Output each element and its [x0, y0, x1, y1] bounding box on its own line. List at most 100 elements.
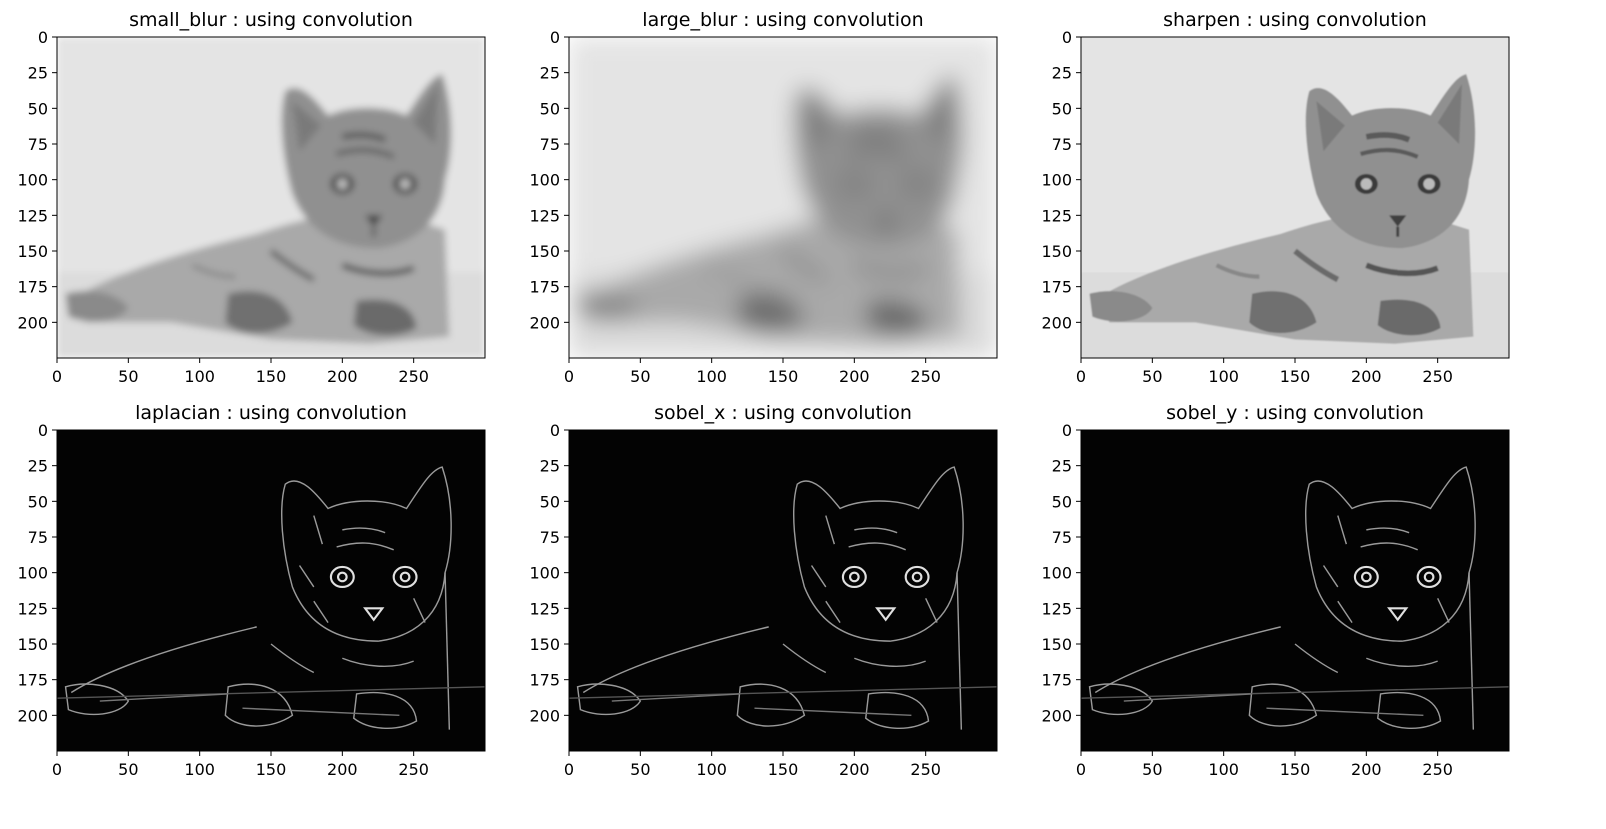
y-tick-label: 125	[529, 599, 560, 618]
y-tick-label: 50	[28, 492, 48, 511]
y-tick-label: 25	[28, 64, 48, 83]
y-tick-label: 100	[529, 171, 560, 190]
x-tick-label: 150	[768, 367, 799, 386]
x-tick-label: 200	[327, 760, 358, 779]
panel-sobel-y: sobel_y : using convolution 0 25 50 75 100 125…	[1041, 402, 1510, 779]
y-tick-label: 100	[1041, 171, 1072, 190]
y-tick-label: 200	[1041, 313, 1072, 332]
y-tick-label: 175	[529, 671, 560, 690]
x-tick-label: 0	[564, 760, 574, 779]
x-tick-label: 50	[118, 760, 138, 779]
panel-title: large_blur : using convolution	[642, 9, 923, 31]
y-tick-label: 200	[1041, 706, 1072, 725]
x-tick-label: 0	[1076, 760, 1086, 779]
y-tick-label: 100	[1041, 564, 1072, 583]
x-tick-label: 150	[256, 367, 287, 386]
y-tick-label: 175	[529, 278, 560, 297]
y-tick-label: 0	[38, 421, 48, 440]
x-tick-label: 250	[910, 760, 941, 779]
y-tick-label: 175	[17, 278, 48, 297]
y-tick-label: 0	[550, 421, 560, 440]
y-tick-label: 200	[17, 706, 48, 725]
y-tick-label: 125	[17, 206, 48, 225]
x-tick-label: 250	[398, 367, 429, 386]
y-tick-label: 0	[38, 28, 48, 47]
y-tick-label: 150	[17, 242, 48, 261]
x-tick-label: 250	[398, 760, 429, 779]
y-tick-label: 175	[1041, 671, 1072, 690]
y-tick-label: 0	[1062, 421, 1072, 440]
y-tick-label: 25	[540, 457, 560, 476]
kitten-image	[1081, 37, 1509, 358]
kitten-image	[57, 37, 485, 358]
x-tick-label: 150	[1280, 760, 1311, 779]
y-tick-label: 125	[17, 599, 48, 618]
y-tick-label: 75	[28, 528, 48, 547]
panel-title: laplacian : using convolution	[135, 402, 407, 424]
y-tick-label: 0	[550, 28, 560, 47]
y-tick-label: 50	[1052, 99, 1072, 118]
kitten-image	[1081, 430, 1509, 751]
x-tick-label: 100	[696, 367, 727, 386]
x-tick-label: 100	[1208, 760, 1239, 779]
x-tick-label: 50	[1142, 367, 1162, 386]
x-tick-label: 150	[256, 760, 287, 779]
y-tick-label: 75	[540, 528, 560, 547]
panel-sharpen: sharpen : using convolution 0 25 50 75 100 125…	[1041, 9, 1510, 386]
y-tick-label: 50	[540, 99, 560, 118]
y-tick-label: 50	[540, 492, 560, 511]
x-tick-label: 100	[184, 367, 215, 386]
y-tick-label: 75	[540, 135, 560, 154]
y-tick-label: 25	[1052, 64, 1072, 83]
panel-small-blur: small_blur : using convolution 0 25 50 75 100…	[17, 9, 486, 386]
y-tick-label: 100	[17, 171, 48, 190]
x-tick-label: 100	[184, 760, 215, 779]
x-tick-label: 200	[327, 367, 358, 386]
panel-title: sobel_y : using convolution	[1166, 402, 1424, 424]
x-tick-label: 250	[1422, 760, 1453, 779]
y-tick-label: 175	[1041, 278, 1072, 297]
y-tick-label: 150	[1041, 242, 1072, 261]
y-tick-label: 125	[1041, 599, 1072, 618]
y-tick-label: 200	[529, 706, 560, 725]
x-tick-label: 50	[1142, 760, 1162, 779]
y-tick-label: 200	[529, 313, 560, 332]
panel-title: sobel_x : using convolution	[654, 402, 912, 424]
y-tick-label: 150	[17, 635, 48, 654]
y-tick-label: 0	[1062, 28, 1072, 47]
x-tick-label: 250	[910, 367, 941, 386]
y-tick-label: 50	[28, 99, 48, 118]
x-tick-label: 200	[1351, 760, 1382, 779]
panel-laplacian: laplacian : using convolution 0 25 50 75 100 1…	[17, 402, 486, 779]
x-tick-label: 200	[839, 367, 870, 386]
x-tick-label: 200	[1351, 367, 1382, 386]
x-tick-label: 0	[52, 760, 62, 779]
x-tick-label: 250	[1422, 367, 1453, 386]
kitten-image	[569, 430, 997, 751]
x-tick-label: 50	[630, 367, 650, 386]
panel-large-blur: large_blur : using convolution 0 25 50 75 100…	[529, 9, 998, 386]
y-tick-label: 125	[1041, 206, 1072, 225]
y-tick-label: 150	[1041, 635, 1072, 654]
x-tick-label: 50	[118, 367, 138, 386]
y-tick-label: 100	[529, 564, 560, 583]
y-tick-label: 75	[1052, 135, 1072, 154]
x-tick-label: 0	[52, 367, 62, 386]
x-tick-label: 100	[1208, 367, 1239, 386]
y-tick-label: 75	[28, 135, 48, 154]
y-tick-label: 175	[17, 671, 48, 690]
panel-sobel-x: sobel_x : using convolution 0 25 50 75 100 125…	[529, 402, 998, 779]
x-tick-label: 0	[564, 367, 574, 386]
y-tick-label: 125	[529, 206, 560, 225]
y-tick-label: 25	[1052, 457, 1072, 476]
y-tick-label: 150	[529, 635, 560, 654]
x-tick-label: 50	[630, 760, 650, 779]
panel-title: small_blur : using convolution	[129, 9, 413, 31]
kitten-image	[57, 430, 485, 751]
y-tick-label: 150	[529, 242, 560, 261]
x-tick-label: 100	[696, 760, 727, 779]
y-tick-label: 25	[540, 64, 560, 83]
y-tick-label: 100	[17, 564, 48, 583]
y-tick-label: 50	[1052, 492, 1072, 511]
